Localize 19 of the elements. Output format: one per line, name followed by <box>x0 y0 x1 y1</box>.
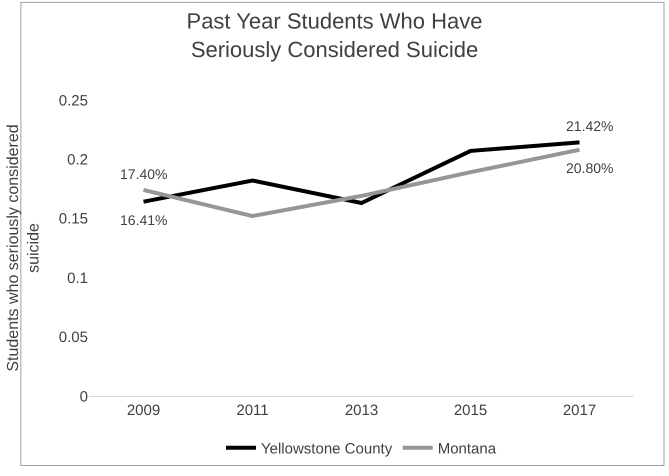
legend-label: Montana <box>438 440 497 458</box>
x-tick-label: 2013 <box>344 402 378 419</box>
data-label: 20.80% <box>566 160 614 176</box>
y-tick-label: 0.05 <box>58 329 88 346</box>
data-label: 17.40% <box>120 166 168 182</box>
y-tick-label: 0.15 <box>58 210 88 228</box>
x-tick-label: 2017 <box>562 402 596 419</box>
y-tick-label: 0 <box>80 388 88 406</box>
y-tick-label: 0.25 <box>58 92 88 110</box>
x-tick-label: 2015 <box>454 402 488 419</box>
chart-title: Past Year Students Who Have Seriously Considered Suicide <box>186 8 482 62</box>
legend-label: Yellowstone County <box>261 440 393 458</box>
y-tick-label: 0.2 <box>67 151 88 168</box>
x-tick-label: 2011 <box>236 402 269 419</box>
y-axis-title: Students who seriously considered suicide <box>4 124 43 372</box>
data-label: 21.42% <box>566 118 614 134</box>
x-tick-label: 2009 <box>126 402 160 419</box>
data-label: 16.41% <box>120 212 168 228</box>
y-tick-label: 0.1 <box>67 270 88 287</box>
